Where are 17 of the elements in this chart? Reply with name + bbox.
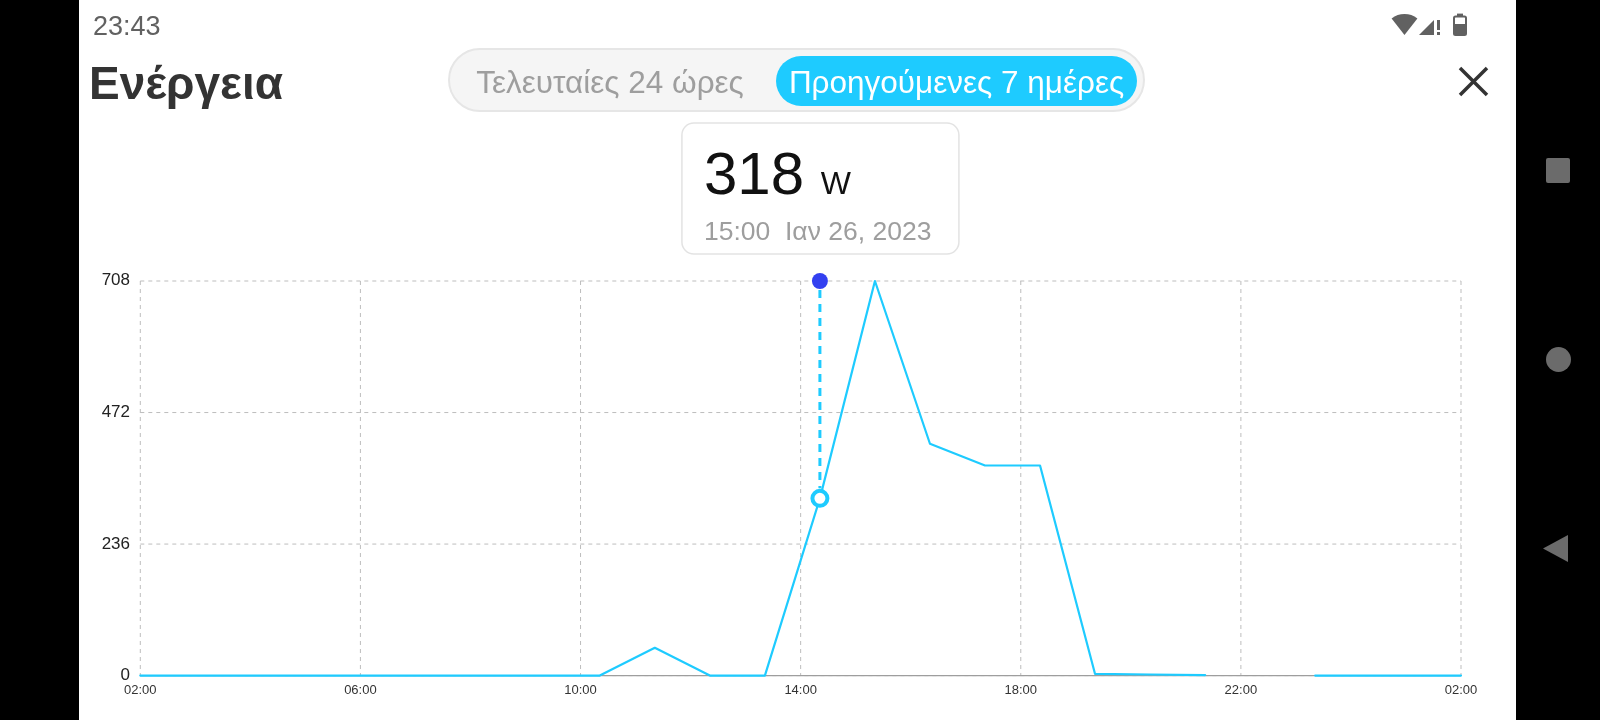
x-tick-label: 18:00 [1004, 682, 1038, 698]
x-tick-label: 06:00 [344, 682, 377, 698]
x-tick-label: 02:00 [124, 682, 157, 698]
y-tick-label: 236 [101, 533, 130, 553]
y-tick-label: 472 [101, 402, 130, 422]
chart-title: Ενέργεια [89, 57, 283, 109]
text: Προηγούμενες 7 ημέρες [788, 64, 1125, 100]
y-tick-label: 0 [120, 665, 130, 685]
text: Τελευταίες 24 ώρες [476, 64, 744, 100]
text: 15:00 Ιαν 26, 2023 [703, 216, 932, 246]
x-tick-label: 14:00 [784, 682, 817, 698]
x-tick-label: 10:00 [564, 682, 597, 698]
x-tick-label: 22:00 [1224, 682, 1258, 698]
y-tick-label: 708 [101, 270, 130, 290]
text: 318 W [703, 140, 852, 207]
x-tick-label: 02:00 [1444, 682, 1478, 698]
text: 23:43 [93, 11, 161, 41]
